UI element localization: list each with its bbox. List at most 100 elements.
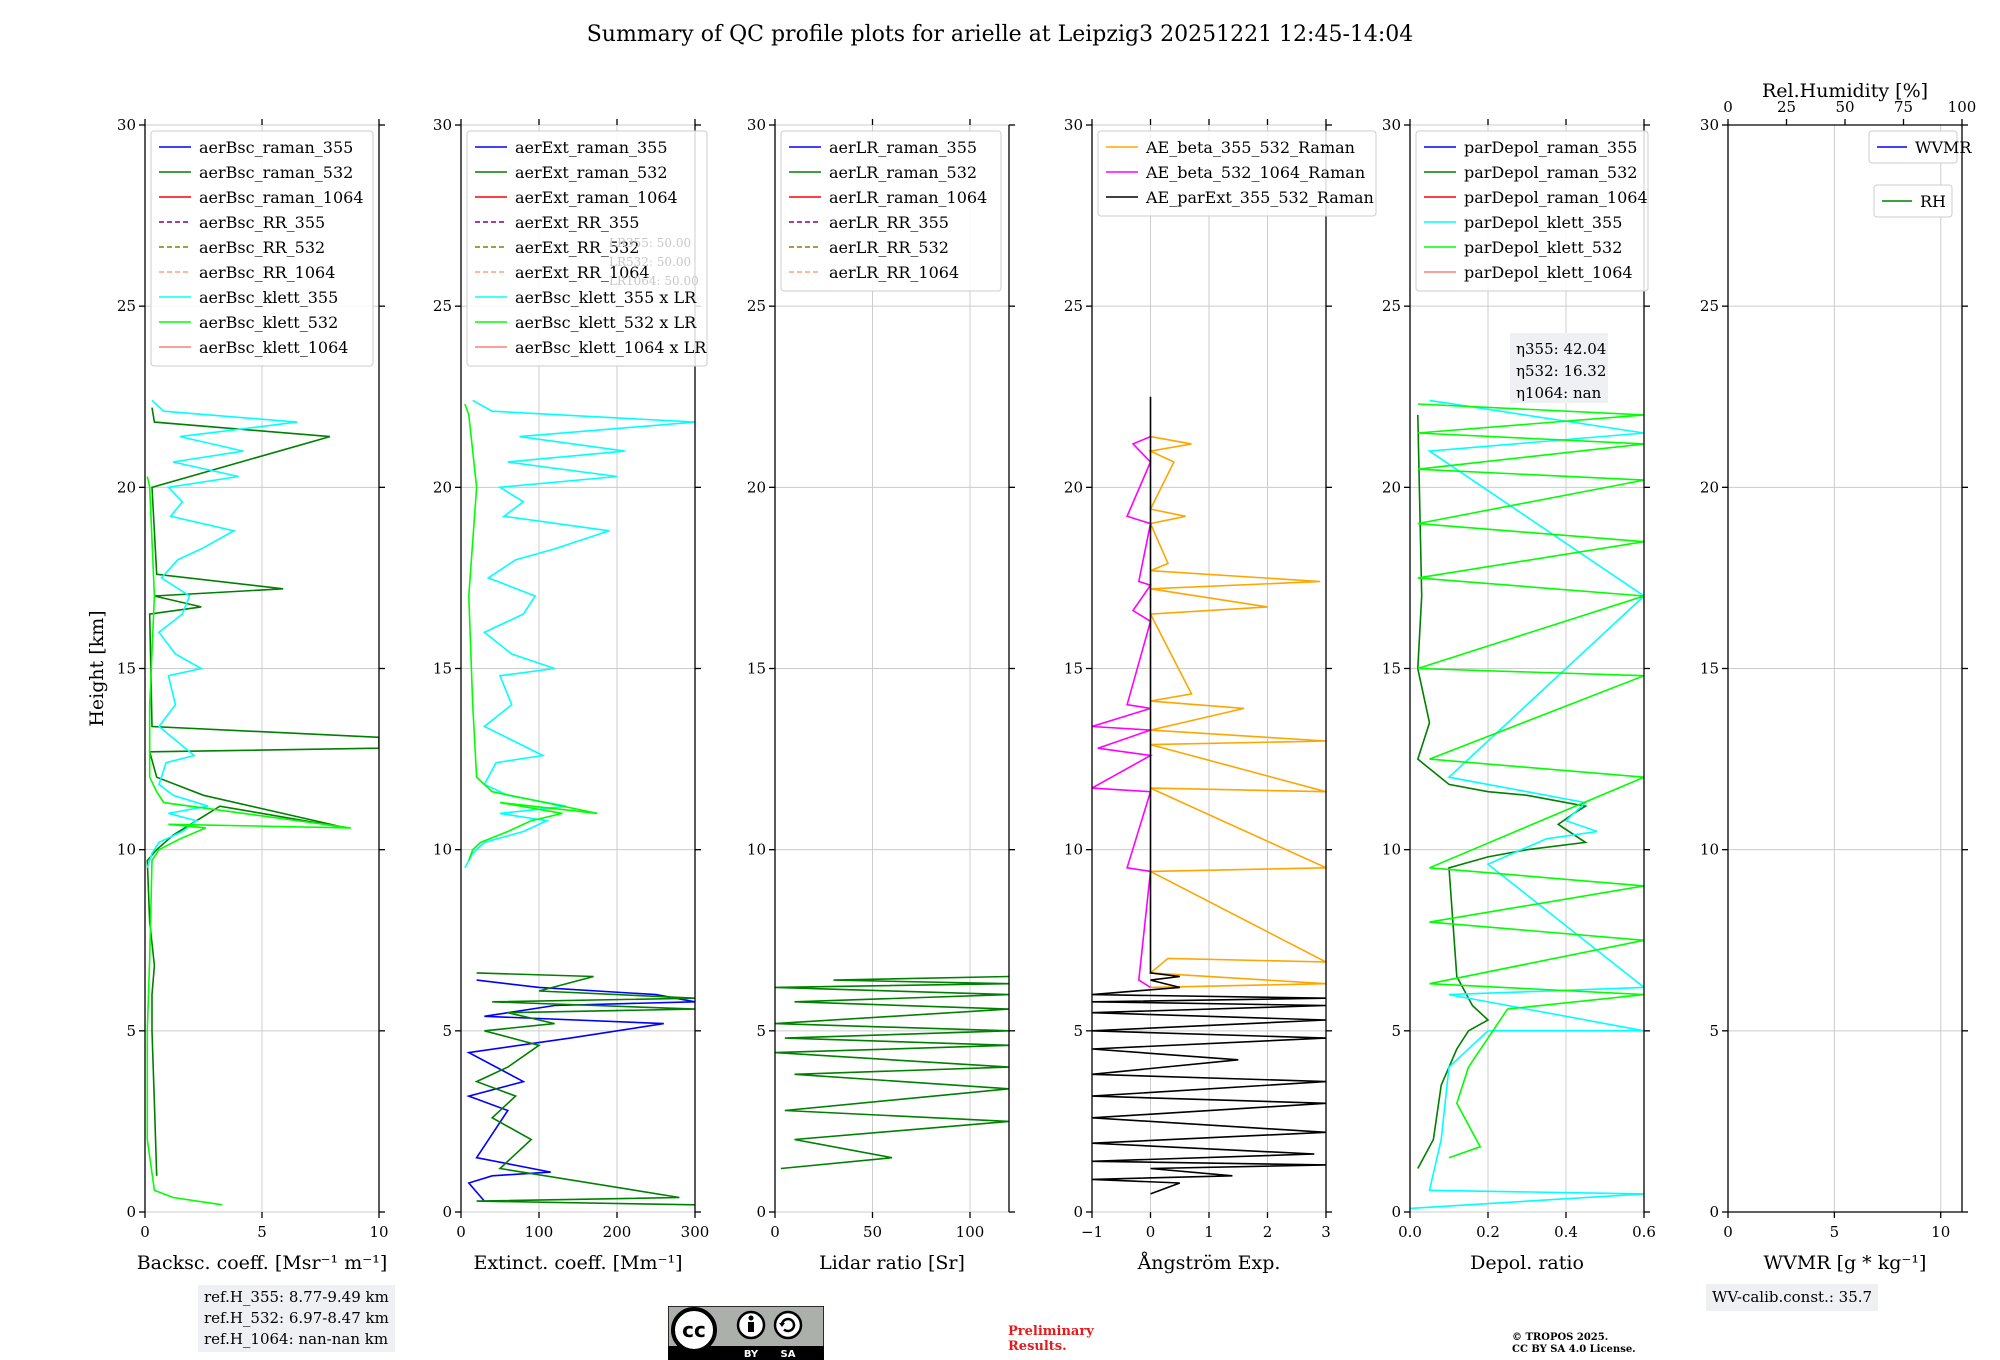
x-tick-label: 1 — [1204, 1223, 1214, 1241]
legend: WVMR RH — [1868, 130, 1972, 218]
y-tick-label: 5 — [1391, 1022, 1401, 1040]
legend-label: aerExt_RR_355 — [515, 213, 639, 232]
legend-label: aerLR_RR_1064 — [829, 263, 959, 282]
legend-label: aerLR_raman_355 — [829, 138, 977, 157]
cc-icon-label: cc — [682, 1318, 706, 1342]
x-tick-label: 0 — [140, 1223, 150, 1241]
y-tick-label: 15 — [433, 660, 452, 678]
x-tick-label: 0.2 — [1476, 1223, 1500, 1241]
legend-label: aerBsc_raman_355 — [199, 138, 353, 157]
series-ae-parext-355-532-raman — [1092, 396, 1326, 1195]
legend-label: parDepol_klett_532 — [1464, 238, 1622, 257]
series-aerext-raman-532 — [474, 972, 695, 1206]
y-tick-label: 20 — [117, 478, 136, 496]
series-pardepol-klett-532 — [1417, 403, 1644, 1159]
x-tick-label: 0.6 — [1632, 1223, 1656, 1241]
legend-label: aerExt_RR_532 — [515, 238, 639, 257]
legend-label: aerExt_RR_1064 — [515, 263, 650, 282]
y-tick-label: 5 — [1709, 1022, 1719, 1040]
x-axis-label: Ångström Exp. — [1137, 1252, 1281, 1274]
series-pardepol-klett-355 — [1410, 399, 1644, 1210]
legend-label: aerBsc_klett_355 — [199, 288, 338, 307]
legend-label: parDepol_klett_1064 — [1464, 263, 1633, 282]
legend-box — [1415, 130, 1649, 292]
legend: AE_beta_355_532_Raman AE_beta_532_1064_Ra… — [1097, 130, 1377, 217]
x-tick-label: 5 — [257, 1223, 267, 1241]
legend-box — [466, 130, 708, 367]
eta-annotation: η355: 42.04 — [1516, 340, 1606, 358]
x-tick-label: 5 — [1830, 1223, 1840, 1241]
y-axis-label: Height [km] — [86, 610, 108, 726]
legend-box — [1873, 184, 1953, 218]
legend: parDepol_raman_355 parDepol_raman_532 parD… — [1415, 130, 1649, 292]
y-tick-label: 5 — [126, 1022, 136, 1040]
series-aerbsc-raman-532 — [146, 407, 379, 1176]
legend-box — [150, 130, 374, 367]
legend-label: aerExt_raman_355 — [515, 138, 668, 157]
legend-label: aerExt_raman_532 — [515, 163, 668, 182]
series-aerbsc-klett-532 — [146, 476, 352, 1206]
y-tick-label: 0 — [756, 1203, 766, 1221]
y-tick-label: 20 — [1064, 478, 1083, 496]
y-tick-label: 10 — [747, 841, 766, 859]
y-tick-label: 0 — [442, 1203, 452, 1221]
y-tick-label: 0 — [1709, 1203, 1719, 1221]
x-tick-label: 10 — [369, 1223, 388, 1241]
y-tick-label: 30 — [1700, 116, 1719, 134]
sa-icon — [773, 1310, 803, 1340]
by-label: BY — [744, 1349, 759, 1360]
x2-tick-label: 50 — [1835, 98, 1854, 116]
x-tick-label: 0 — [770, 1223, 780, 1241]
y-tick-label: 25 — [433, 297, 452, 315]
lidar-ratio-annotation: LR355: 50.00 — [609, 236, 691, 250]
copyright-line-1: © TROPOS 2025. — [1512, 1332, 1609, 1343]
preliminary-note: Preliminary Results. — [1008, 1324, 1094, 1354]
reference-height-box: ref.H_355: 8.77-9.49 km ref.H_532: 6.97-… — [198, 1285, 395, 1352]
lidar-ratio-annotation: LR1064: 50.00 — [609, 274, 699, 288]
cc-license-badge: cc BY SA — [668, 1306, 824, 1360]
y-tick-label: 5 — [756, 1022, 766, 1040]
x-tick-label: 0 — [1723, 1223, 1733, 1241]
plot-area — [1410, 399, 1644, 1210]
legend-label: aerBsc_RR_355 — [199, 213, 325, 232]
legend-box — [1868, 130, 1958, 164]
legend-label: aerLR_RR_355 — [829, 213, 949, 232]
legend-label: RH — [1920, 192, 1946, 211]
lidar-ratio-annotation: LR532: 50.00 — [609, 255, 691, 269]
panel-backscatter: 0 5 10 15 20 25 30 0 5 10 Backsc. coeff. [Msr⁻¹ m⁻… — [86, 116, 389, 1274]
series-aerbsc-klett-532-x-lr — [464, 403, 598, 861]
series-aerbsc-klett-355-x-lr — [464, 399, 695, 869]
legend-label: parDepol_raman_1064 — [1464, 188, 1648, 207]
legend-box — [780, 130, 1002, 292]
x2-tick-label: 25 — [1777, 98, 1796, 116]
preliminary-line-1: Preliminary — [1008, 1324, 1094, 1339]
wv-calibration-box: WV-calib.const.: 35.7 — [1706, 1284, 1879, 1311]
panel-lidar_ratio: 0 5 10 15 20 25 30 0 50 100 Lidar ratio [Sr] aerLR_… — [747, 116, 1015, 1274]
y-tick-label: 10 — [117, 841, 136, 859]
y-tick-label: 30 — [433, 116, 452, 134]
legend-label: aerBsc_klett_1064 x LR — [515, 338, 707, 357]
y-tick-label: 0 — [1073, 1203, 1083, 1221]
legend-label: aerBsc_RR_532 — [199, 238, 325, 257]
eta-annotation: η1064: nan — [1516, 384, 1602, 402]
panel-depolarization: 0 5 10 15 20 25 30 0.0 0.2 0.4 0.6 Depol. ratio parD… — [1382, 116, 1656, 1274]
copyright-line-2: CC BY SA 4.0 License. — [1512, 1344, 1636, 1355]
series-ae-beta-355-532-raman — [1147, 435, 1326, 989]
legend-box — [1097, 130, 1377, 217]
legend-label: parDepol_klett_355 — [1464, 213, 1622, 232]
y-tick-label: 25 — [117, 297, 136, 315]
plot-area — [775, 975, 1009, 1170]
ref-height-355: ref.H_355: 8.77-9.49 km — [204, 1288, 389, 1306]
x-tick-label: 0.4 — [1554, 1223, 1578, 1241]
y-tick-label: 0 — [1391, 1203, 1401, 1221]
legend-label: aerBsc_klett_532 x LR — [515, 313, 697, 332]
y-tick-label: 15 — [1700, 660, 1719, 678]
x-tick-label: 0 — [1146, 1223, 1156, 1241]
x-tick-label: 2 — [1263, 1223, 1273, 1241]
x-axis-label: Extinct. coeff. [Mm⁻¹] — [473, 1252, 682, 1274]
y-tick-label: 15 — [1064, 660, 1083, 678]
x2-tick-label: 100 — [1948, 98, 1977, 116]
